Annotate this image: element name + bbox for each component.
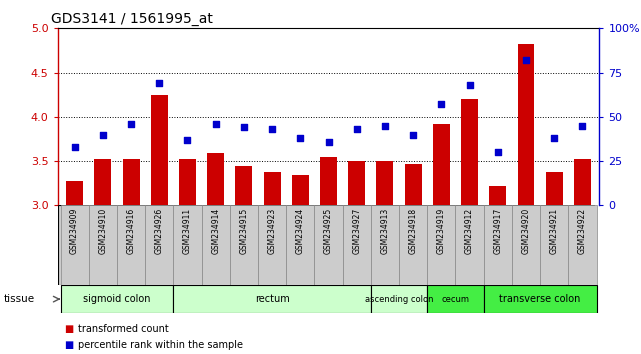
Text: GSM234915: GSM234915 bbox=[239, 208, 248, 254]
Text: transformed count: transformed count bbox=[78, 324, 169, 334]
Bar bbox=[60, 285, 173, 313]
Point bbox=[154, 80, 164, 86]
Bar bbox=[569, 205, 597, 285]
Text: GSM234917: GSM234917 bbox=[494, 208, 503, 254]
Text: GSM234926: GSM234926 bbox=[154, 208, 163, 254]
Bar bbox=[292, 175, 309, 205]
Text: ascending colon: ascending colon bbox=[365, 295, 433, 304]
Bar bbox=[545, 172, 563, 205]
Bar bbox=[461, 99, 478, 205]
Text: transverse colon: transverse colon bbox=[499, 294, 581, 304]
Bar bbox=[484, 285, 597, 313]
Text: GSM234924: GSM234924 bbox=[296, 208, 305, 254]
Bar bbox=[371, 285, 428, 313]
Bar bbox=[117, 205, 145, 285]
Text: sigmoid colon: sigmoid colon bbox=[83, 294, 151, 304]
Bar bbox=[456, 205, 484, 285]
Bar bbox=[173, 205, 201, 285]
Bar bbox=[94, 159, 112, 205]
Point bbox=[493, 149, 503, 155]
Bar bbox=[60, 205, 88, 285]
Text: ■: ■ bbox=[64, 340, 73, 350]
Bar bbox=[484, 205, 512, 285]
Text: GSM234922: GSM234922 bbox=[578, 208, 587, 254]
Bar bbox=[348, 161, 365, 205]
Bar bbox=[574, 159, 591, 205]
Bar bbox=[286, 205, 314, 285]
Bar bbox=[343, 205, 371, 285]
Text: GSM234919: GSM234919 bbox=[437, 208, 446, 254]
Text: cecum: cecum bbox=[442, 295, 469, 304]
Text: rectum: rectum bbox=[254, 294, 290, 304]
Bar bbox=[428, 285, 484, 313]
Bar bbox=[404, 164, 422, 205]
Bar bbox=[173, 285, 371, 313]
Bar bbox=[540, 205, 569, 285]
Point bbox=[380, 123, 390, 129]
Bar bbox=[151, 95, 168, 205]
Point bbox=[323, 139, 333, 144]
Point bbox=[465, 82, 475, 88]
Bar bbox=[433, 124, 450, 205]
Bar bbox=[88, 205, 117, 285]
Text: GSM234914: GSM234914 bbox=[211, 208, 220, 254]
Text: GSM234911: GSM234911 bbox=[183, 208, 192, 254]
Text: GSM234916: GSM234916 bbox=[126, 208, 135, 254]
Point bbox=[97, 132, 108, 137]
Bar bbox=[314, 205, 343, 285]
Text: ■: ■ bbox=[64, 324, 73, 334]
Bar bbox=[179, 159, 196, 205]
Text: GSM234927: GSM234927 bbox=[352, 208, 362, 254]
Point bbox=[238, 125, 249, 130]
Text: percentile rank within the sample: percentile rank within the sample bbox=[78, 340, 243, 350]
Point bbox=[521, 57, 531, 63]
Text: GSM234918: GSM234918 bbox=[409, 208, 418, 254]
Bar bbox=[207, 153, 224, 205]
Text: GSM234925: GSM234925 bbox=[324, 208, 333, 254]
Point bbox=[437, 102, 447, 107]
Bar bbox=[517, 44, 535, 205]
Text: GSM234910: GSM234910 bbox=[98, 208, 107, 254]
Text: GSM234912: GSM234912 bbox=[465, 208, 474, 254]
Bar bbox=[512, 205, 540, 285]
Point bbox=[182, 137, 192, 143]
Bar bbox=[229, 205, 258, 285]
Point bbox=[267, 126, 277, 132]
Text: tissue: tissue bbox=[3, 294, 35, 304]
Point bbox=[69, 144, 79, 150]
Point bbox=[126, 121, 136, 127]
Bar bbox=[428, 205, 456, 285]
Bar bbox=[371, 205, 399, 285]
Point bbox=[549, 135, 560, 141]
Point bbox=[408, 132, 419, 137]
Bar bbox=[66, 181, 83, 205]
Text: GSM234921: GSM234921 bbox=[550, 208, 559, 254]
Text: GSM234913: GSM234913 bbox=[381, 208, 390, 254]
Bar bbox=[235, 166, 253, 205]
Bar bbox=[489, 186, 506, 205]
Bar bbox=[263, 172, 281, 205]
Point bbox=[210, 121, 221, 127]
Point bbox=[352, 126, 362, 132]
Text: GSM234909: GSM234909 bbox=[70, 208, 79, 254]
Bar bbox=[201, 205, 229, 285]
Bar bbox=[122, 159, 140, 205]
Text: GDS3141 / 1561995_at: GDS3141 / 1561995_at bbox=[51, 12, 213, 27]
Bar bbox=[376, 161, 394, 205]
Bar bbox=[399, 205, 428, 285]
Text: GSM234923: GSM234923 bbox=[267, 208, 276, 254]
Text: GSM234920: GSM234920 bbox=[522, 208, 531, 254]
Bar bbox=[258, 205, 286, 285]
Point bbox=[295, 135, 305, 141]
Bar bbox=[320, 157, 337, 205]
Point bbox=[578, 123, 588, 129]
Bar bbox=[145, 205, 173, 285]
